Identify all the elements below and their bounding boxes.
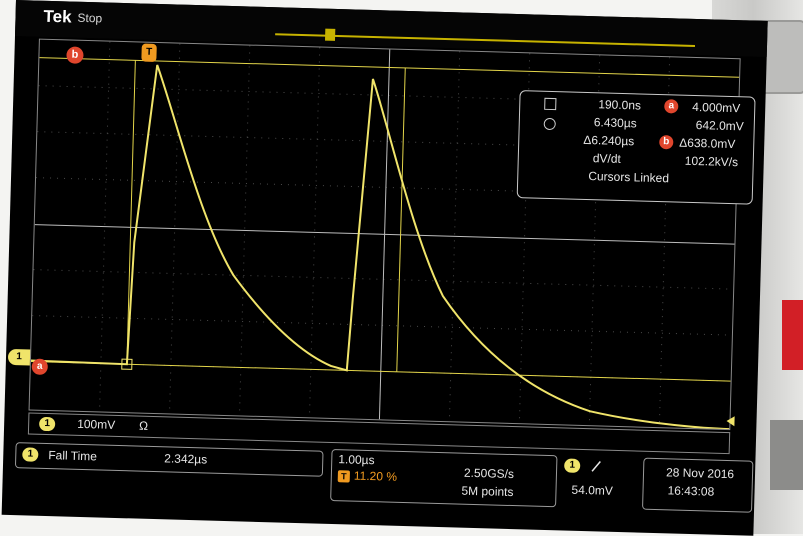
impedance-icon: Ω: [138, 418, 149, 433]
waveform-display: [30, 41, 740, 430]
cursor-lines[interactable]: [30, 57, 740, 382]
measurement-fall-time[interactable]: 1 Fall Time 2.342µs: [14, 442, 324, 477]
meas-ch1-badge: 1: [22, 447, 39, 462]
circle-cursor-icon: [543, 117, 556, 131]
horizontal-panel[interactable]: 1.00µs T 11.20 % 2.50GS/s 5M points: [330, 448, 558, 508]
waveform-graticule[interactable]: [28, 38, 741, 431]
dvdt-label: dV/dt: [592, 151, 622, 166]
trigger-level: 54.0mV: [571, 482, 614, 498]
trigger-pos-badge: T: [337, 470, 350, 483]
cursor-readout-panel[interactable]: 190.0ns 6.430µs Δ6.240µs dV/dt a 4.000mV…: [516, 90, 756, 205]
meas-value: 2.342µs: [164, 451, 208, 467]
record-view-bar: [275, 33, 696, 47]
ch1-badge: 1: [38, 416, 56, 432]
cursor-a-volts: 4.000mV: [692, 99, 741, 116]
brand-logo: Tek: [43, 6, 72, 27]
center-axes: [34, 49, 735, 420]
time-label: 16:43:08: [667, 483, 715, 499]
ch1-volts-div: 100mV: [76, 416, 116, 432]
record-length: 5M points: [461, 483, 514, 500]
oscilloscope-screen: Tek Stop: [1, 0, 768, 536]
trigger-position-marker[interactable]: T: [141, 43, 157, 62]
ch1-waveform: [30, 64, 730, 430]
square-cursor-icon: [544, 97, 557, 111]
cursor-b-time: 6.430µs: [593, 115, 637, 131]
trigger-level-icon[interactable]: [726, 416, 735, 427]
time-div: 1.00µs: [338, 452, 375, 468]
bench-red-component: [782, 300, 803, 370]
cursor-b-volts: 642.0mV: [695, 118, 744, 134]
cursor-b-badge: b: [659, 135, 674, 150]
record-view-bracket[interactable]: [324, 28, 336, 41]
cursors-linked-label: Cursors Linked: [588, 169, 670, 186]
acquisition-state[interactable]: Stop: [77, 10, 103, 26]
cursor-a-time: 190.0ns: [598, 97, 642, 113]
datetime-panel: 28 Nov 2016 16:43:08: [642, 457, 754, 513]
sample-rate: 2.50GS/s: [463, 465, 515, 482]
trigger-panel[interactable]: 1 54.0mV: [558, 455, 641, 509]
meas-name: Fall Time: [48, 448, 98, 464]
dvdt-value: 102.2kV/s: [684, 153, 739, 170]
trigger-ch1-badge: 1: [564, 458, 581, 473]
bench-equipment: [770, 420, 803, 490]
cursor-delta-time: Δ6.240µs: [583, 132, 635, 149]
ch1-ground-marker[interactable]: 1: [7, 348, 31, 366]
rising-edge-icon: [591, 461, 601, 472]
cursor-delta-volts: Δ638.0mV: [679, 135, 736, 152]
trigger-position: 11.20 %: [353, 468, 398, 484]
date-label: 28 Nov 2016: [665, 465, 735, 482]
cursor-a-badge: a: [664, 99, 679, 114]
